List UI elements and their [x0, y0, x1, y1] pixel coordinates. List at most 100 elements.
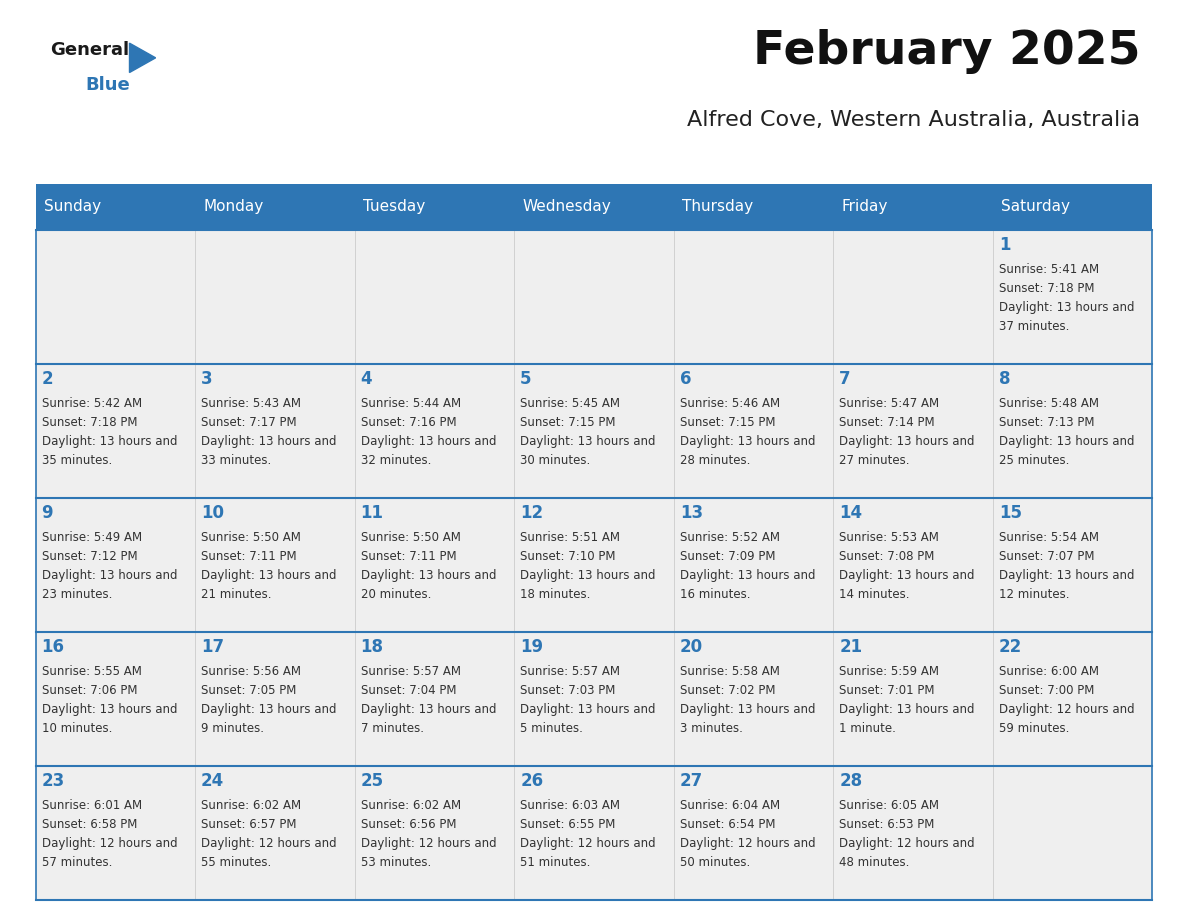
Text: 10 minutes.: 10 minutes. [42, 722, 112, 735]
Text: Daylight: 13 hours and: Daylight: 13 hours and [42, 569, 177, 582]
Bar [993, 632, 1152, 766]
Text: 20 minutes.: 20 minutes. [361, 588, 431, 601]
Text: 11: 11 [361, 504, 384, 522]
Text: Sunset: 7:04 PM: Sunset: 7:04 PM [361, 684, 456, 697]
Text: 25 minutes.: 25 minutes. [999, 454, 1069, 467]
Text: Alfred Cove, Western Australia, Australia: Alfred Cove, Western Australia, Australi… [688, 110, 1140, 130]
Text: Daylight: 13 hours and: Daylight: 13 hours and [999, 435, 1135, 448]
Bar [833, 498, 993, 632]
Text: Sunset: 7:13 PM: Sunset: 7:13 PM [999, 416, 1094, 429]
Bar [355, 632, 514, 766]
Text: 7: 7 [839, 370, 851, 388]
Text: Friday: Friday [841, 199, 887, 214]
Text: Sunset: 7:14 PM: Sunset: 7:14 PM [839, 416, 935, 429]
Text: 18: 18 [361, 638, 384, 656]
Text: Sunrise: 6:04 AM: Sunrise: 6:04 AM [680, 799, 779, 812]
Bar [674, 766, 833, 900]
Text: 24: 24 [201, 772, 225, 790]
Text: Sunset: 7:07 PM: Sunset: 7:07 PM [999, 550, 1094, 563]
Bar [514, 632, 674, 766]
Text: 2: 2 [42, 370, 53, 388]
Text: Daylight: 12 hours and: Daylight: 12 hours and [201, 837, 336, 850]
Text: Sunset: 7:10 PM: Sunset: 7:10 PM [520, 550, 615, 563]
Text: 14: 14 [839, 504, 862, 522]
Text: 53 minutes.: 53 minutes. [361, 856, 431, 869]
Text: Sunrise: 5:50 AM: Sunrise: 5:50 AM [361, 531, 461, 543]
Text: 15: 15 [999, 504, 1022, 522]
Text: Sunrise: 5:50 AM: Sunrise: 5:50 AM [201, 531, 301, 543]
Text: Sunrise: 6:02 AM: Sunrise: 6:02 AM [201, 799, 302, 812]
Text: Sunset: 7:16 PM: Sunset: 7:16 PM [361, 416, 456, 429]
Text: 10: 10 [201, 504, 225, 522]
Bar [355, 230, 514, 364]
Text: Daylight: 12 hours and: Daylight: 12 hours and [999, 703, 1135, 716]
Bar [514, 498, 674, 632]
Text: Sunrise: 5:44 AM: Sunrise: 5:44 AM [361, 397, 461, 409]
Text: Sunrise: 5:48 AM: Sunrise: 5:48 AM [999, 397, 1099, 409]
Text: Sunset: 7:11 PM: Sunset: 7:11 PM [361, 550, 456, 563]
Text: 5 minutes.: 5 minutes. [520, 722, 583, 735]
Text: Daylight: 13 hours and: Daylight: 13 hours and [839, 435, 974, 448]
Text: Sunset: 7:18 PM: Sunset: 7:18 PM [999, 282, 1094, 295]
Text: Sunrise: 6:01 AM: Sunrise: 6:01 AM [42, 799, 141, 812]
Text: Daylight: 12 hours and: Daylight: 12 hours and [839, 837, 975, 850]
Bar [36, 632, 195, 766]
Text: 12: 12 [520, 504, 543, 522]
Text: Daylight: 13 hours and: Daylight: 13 hours and [361, 435, 497, 448]
Bar [514, 766, 674, 900]
Bar [833, 632, 993, 766]
Text: Saturday: Saturday [1000, 199, 1070, 214]
Text: 50 minutes.: 50 minutes. [680, 856, 750, 869]
Bar [993, 230, 1152, 364]
Bar [195, 184, 355, 230]
Text: 25: 25 [361, 772, 384, 790]
Text: Sunrise: 5:57 AM: Sunrise: 5:57 AM [361, 665, 461, 677]
Text: 18 minutes.: 18 minutes. [520, 588, 590, 601]
Text: 21: 21 [839, 638, 862, 656]
Text: 6: 6 [680, 370, 691, 388]
Bar [195, 766, 355, 900]
Bar [833, 766, 993, 900]
Text: 3: 3 [201, 370, 213, 388]
Text: Thursday: Thursday [682, 199, 753, 214]
Text: Daylight: 13 hours and: Daylight: 13 hours and [520, 703, 656, 716]
Text: Sunset: 7:18 PM: Sunset: 7:18 PM [42, 416, 137, 429]
Text: Sunrise: 5:59 AM: Sunrise: 5:59 AM [839, 665, 940, 677]
Text: Daylight: 13 hours and: Daylight: 13 hours and [201, 435, 336, 448]
Text: Daylight: 13 hours and: Daylight: 13 hours and [999, 569, 1135, 582]
Bar [195, 498, 355, 632]
Text: Monday: Monday [203, 199, 264, 214]
Text: Sunrise: 5:46 AM: Sunrise: 5:46 AM [680, 397, 779, 409]
Text: Daylight: 13 hours and: Daylight: 13 hours and [999, 301, 1135, 314]
Bar [36, 184, 195, 230]
Text: Daylight: 13 hours and: Daylight: 13 hours and [680, 703, 815, 716]
Text: 9: 9 [42, 504, 53, 522]
Text: 33 minutes.: 33 minutes. [201, 454, 271, 467]
Text: Sunset: 7:08 PM: Sunset: 7:08 PM [839, 550, 935, 563]
Text: 14 minutes.: 14 minutes. [839, 588, 910, 601]
Bar [674, 364, 833, 498]
Text: Sunset: 7:15 PM: Sunset: 7:15 PM [680, 416, 776, 429]
Text: 51 minutes.: 51 minutes. [520, 856, 590, 869]
Text: Sunrise: 5:41 AM: Sunrise: 5:41 AM [999, 263, 1099, 275]
Text: Daylight: 13 hours and: Daylight: 13 hours and [839, 569, 974, 582]
Text: Sunrise: 6:00 AM: Sunrise: 6:00 AM [999, 665, 1099, 677]
Text: 32 minutes.: 32 minutes. [361, 454, 431, 467]
Text: Daylight: 12 hours and: Daylight: 12 hours and [520, 837, 656, 850]
Text: Sunset: 6:58 PM: Sunset: 6:58 PM [42, 818, 137, 831]
Bar [833, 184, 993, 230]
Text: Sunrise: 5:52 AM: Sunrise: 5:52 AM [680, 531, 779, 543]
Text: Sunset: 7:09 PM: Sunset: 7:09 PM [680, 550, 776, 563]
Text: 9 minutes.: 9 minutes. [201, 722, 264, 735]
Bar [195, 632, 355, 766]
Text: 1 minute.: 1 minute. [839, 722, 896, 735]
Text: 28 minutes.: 28 minutes. [680, 454, 750, 467]
Text: Sunset: 6:54 PM: Sunset: 6:54 PM [680, 818, 776, 831]
Text: Sunset: 6:56 PM: Sunset: 6:56 PM [361, 818, 456, 831]
Text: February 2025: February 2025 [753, 29, 1140, 74]
Text: 37 minutes.: 37 minutes. [999, 320, 1069, 333]
Bar [993, 766, 1152, 900]
Text: 22: 22 [999, 638, 1022, 656]
Bar [514, 364, 674, 498]
Text: Sunrise: 6:03 AM: Sunrise: 6:03 AM [520, 799, 620, 812]
